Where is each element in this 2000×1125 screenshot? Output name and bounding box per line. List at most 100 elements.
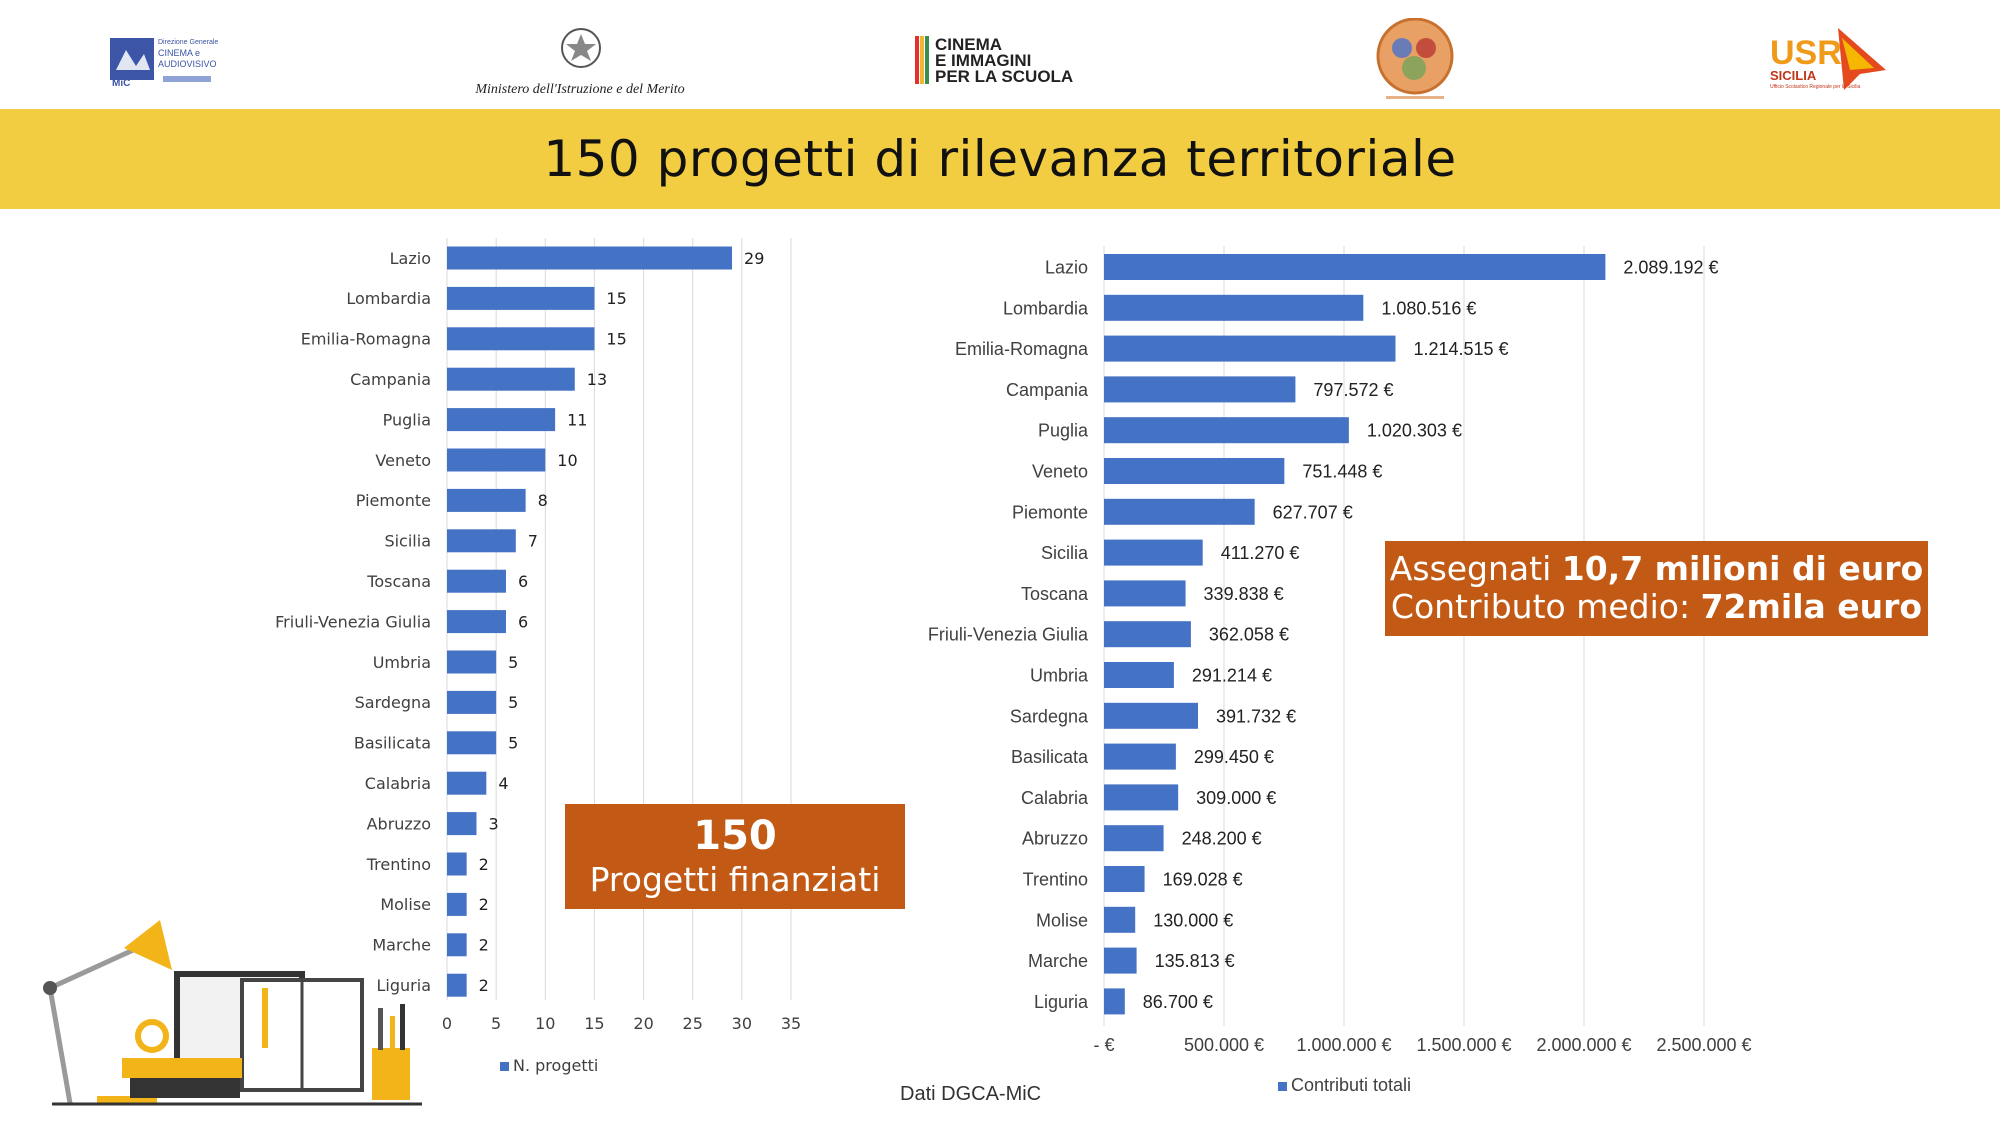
data-label-basilicata: 5 [508, 734, 518, 753]
bar-liguria [447, 973, 467, 997]
category-label-marche: Marche [1028, 951, 1088, 971]
title-band: 150 progetti di rilevanza territoriale [0, 109, 2000, 209]
data-label-lazio: 29 [744, 249, 764, 268]
data-label-campania: 13 [587, 370, 607, 389]
category-label-sardegna: Sardegna [1010, 706, 1089, 726]
funding-assigned-line: Assegnati 10,7 milioni di euro [1385, 550, 1928, 588]
bar-emilia-romagna [1104, 335, 1396, 362]
bar-emilia-romagna [447, 327, 595, 351]
data-label-piemonte: 627.707 € [1273, 502, 1353, 522]
logo-bar: Direzione Generale CINEMA e AUDIOVISIVO … [0, 0, 2000, 108]
data-label-emilia-romagna: 15 [606, 330, 626, 349]
projects-funded-count: 150 [693, 813, 777, 859]
bar-veneto [1104, 458, 1285, 484]
data-label-liguria: 2 [479, 976, 489, 995]
ministero-logo: Ministero dell'Istruzione e del Merito [475, 28, 685, 97]
funding-assigned-amount: 10,7 milioni di euro [1561, 549, 1924, 588]
funding-assigned-prefix: Assegnati [1389, 549, 1562, 588]
usr-logo-text: USR [1770, 34, 1842, 72]
category-label-calabria: Calabria [365, 774, 431, 793]
data-label-puglia: 11 [567, 410, 587, 429]
data-label-veneto: 10 [557, 451, 577, 470]
data-label-umbria: 291.214 € [1192, 665, 1272, 685]
data-label-emilia-romagna: 1.214.515 € [1413, 339, 1508, 359]
x-tick-label: 500.000 € [1184, 1035, 1264, 1055]
legend-label: Contributi totali [1291, 1075, 1411, 1095]
category-label-emilia-romagna: Emilia-Romagna [955, 339, 1089, 359]
category-label-lombardia: Lombardia [1003, 298, 1089, 318]
legend-swatch [500, 1062, 509, 1071]
category-label-veneto: Veneto [1032, 461, 1088, 481]
source-note: Dati DGCA-MiC [900, 1083, 1042, 1105]
category-label-abruzzo: Abruzzo [1022, 829, 1088, 849]
bar-marche [447, 933, 467, 957]
category-label-lazio: Lazio [1045, 257, 1088, 277]
category-label-friuli-venezia-giulia: Friuli-Venezia Giulia [928, 625, 1089, 645]
mic-logo-text-2: CINEMA e [158, 48, 200, 58]
bar-molise [1104, 906, 1136, 933]
cinema-scuola-logo: CINEMA E IMMAGINI PER LA SCUOLA [915, 35, 1073, 86]
bar-lombardia [1104, 294, 1364, 321]
category-label-sardegna: Sardegna [355, 693, 431, 712]
desk-illustration [43, 920, 422, 1106]
usr-sicilia-logo: USR SICILIA Ufficio Scolastico Regionale… [1770, 28, 1886, 90]
category-label-molise: Molise [380, 895, 431, 914]
data-label-trentino: 169.028 € [1163, 869, 1243, 889]
bar-lombardia [447, 286, 595, 310]
bar-sicilia [1104, 539, 1203, 566]
projects-funded-label: Progetti finanziati [589, 860, 881, 899]
category-label-campania: Campania [1006, 380, 1089, 400]
slide-title: 150 progetti di rilevanza territoriale [543, 130, 1457, 188]
data-label-lazio: 2.089.192 € [1623, 257, 1718, 277]
category-label-puglia: Puglia [1038, 421, 1089, 441]
category-label-molise: Molise [1036, 910, 1088, 930]
category-label-liguria: Liguria [1034, 992, 1089, 1012]
data-label-umbria: 5 [508, 653, 518, 672]
category-label-campania: Campania [350, 370, 431, 389]
bar-sardegna [1104, 702, 1199, 729]
projects-funded-callout: 150 Progetti finanziati [565, 804, 905, 909]
bar-puglia [1104, 417, 1349, 444]
category-label-emilia-romagna: Emilia-Romagna [301, 330, 431, 349]
bar-marche [1104, 947, 1137, 974]
bar-trentino [1104, 866, 1145, 892]
usr-sicilia-text: SICILIA [1770, 68, 1817, 83]
data-label-abruzzo: 248.200 € [1182, 829, 1262, 849]
bar-friuli-venezia-giulia [1104, 621, 1191, 648]
ministero-logo-text: Ministero dell'Istruzione e del Merito [475, 82, 685, 97]
x-tick-label: 25 [683, 1014, 703, 1033]
bar-campania [447, 367, 575, 391]
category-label-toscana: Toscana [366, 572, 431, 591]
x-tick-label: 0 [442, 1014, 452, 1033]
cinema-scuola-line-3: PER LA SCUOLA [935, 67, 1073, 86]
pencil-cup-icon [372, 1048, 410, 1100]
mic-logo-text-1: Direzione Generale [158, 39, 218, 46]
x-tick-label: 2.500.000 € [1656, 1035, 1751, 1055]
category-label-friuli-venezia-giulia: Friuli-Venezia Giulia [275, 612, 431, 631]
mic-logo-emblem [110, 38, 154, 80]
data-label-friuli-venezia-giulia: 362.058 € [1209, 625, 1289, 645]
category-label-abruzzo: Abruzzo [367, 814, 431, 833]
data-label-molise: 2 [479, 895, 489, 914]
x-tick-label: 35 [781, 1014, 801, 1033]
bar-lazio [1104, 254, 1606, 280]
category-label-toscana: Toscana [1021, 584, 1089, 604]
bar-abruzzo [1104, 825, 1164, 852]
mic-logo-text-4: MiC [112, 78, 130, 86]
category-label-puglia: Puglia [383, 410, 431, 429]
category-label-umbria: Umbria [373, 653, 431, 672]
data-label-toscana: 339.838 € [1204, 584, 1284, 604]
category-label-trentino: Trentino [1023, 869, 1088, 889]
category-label-trentino: Trentino [366, 855, 431, 874]
bar-toscana [447, 569, 506, 593]
data-label-trentino: 2 [479, 855, 489, 874]
bar-veneto [447, 448, 546, 472]
legend-swatch [1278, 1082, 1287, 1091]
x-tick-label: 15 [584, 1014, 604, 1033]
cinema-scuola-line-1: CINEMA [935, 35, 1002, 54]
category-label-lombardia: Lombardia [346, 289, 431, 308]
category-label-piemonte: Piemonte [356, 491, 431, 510]
data-label-toscana: 6 [518, 572, 528, 591]
